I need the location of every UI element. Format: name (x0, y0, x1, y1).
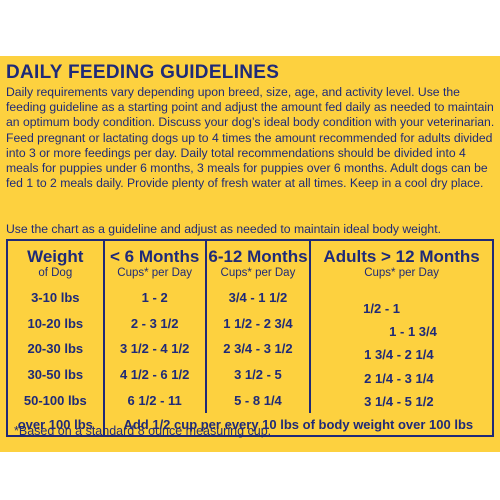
header-under-6-months: < 6 Months Cups* per Day (102, 240, 206, 285)
header-6-12-sub: Cups* per Day (220, 266, 296, 279)
weight-cell: 10-20 lbs (27, 315, 84, 331)
adult-cell: 1 3/4 - 2 1/4 (364, 347, 434, 363)
adult-cell: 1 - 1 3/4 (389, 324, 437, 340)
adult-cell: 1/2 - 1 (363, 301, 401, 316)
under6-cell: 1 - 2 (102, 285, 206, 311)
under6-cell: 2 - 3 1/2 (102, 310, 206, 337)
header-adults-label: Adults > 12 Months (323, 246, 480, 266)
header-adults-sub: Cups* per Day (364, 266, 439, 279)
weight-cell: over 100 lbs (17, 416, 93, 432)
m6to12-cell: 5 - 8 1/4 (204, 387, 311, 414)
feeding-table: Weight of Dog < 6 Months Cups* per Day 6… (6, 239, 494, 438)
adult-cell: 2 1/4 - 3 1/4 (364, 370, 434, 386)
under6-cell: 6 1/2 - 11 (102, 387, 206, 414)
under6-cell: 3 1/2 - 4 1/2 (102, 336, 206, 362)
guideline-note: Use the chart as a guideline and adjust … (6, 222, 441, 236)
weight-cell: 30-50 lbs (27, 367, 84, 383)
m6to12-cell: 1 1/2 - 2 3/4 (204, 310, 311, 337)
page-title: DAILY FEEDING GUIDELINES (6, 62, 280, 83)
weight-cell: 3-10 lbs (31, 290, 80, 306)
table-row: 10-20 lbs 2 - 3 1/2 1 1/2 - 2 3/4 (7, 310, 493, 337)
table-row: 50-100 lbs 6 1/2 - 11 5 - 8 1/4 (7, 387, 493, 414)
table-row: 3-10 lbs 1 - 2 3/4 - 1 1/2 1/2 - 1 1 - 1… (7, 285, 493, 414)
header-weight: Weight of Dog (7, 240, 104, 285)
header-6-12-label: 6-12 Months (208, 246, 308, 266)
intro-paragraph: Daily requirements vary depending upon b… (6, 85, 495, 191)
table-header-row: Weight of Dog < 6 Months Cups* per Day 6… (7, 240, 493, 285)
table-row: 30-50 lbs 4 1/2 - 6 1/2 3 1/2 - 5 (7, 361, 493, 388)
under6-cell: 4 1/2 - 6 1/2 (102, 361, 206, 388)
header-weight-sub: of Dog (38, 266, 73, 279)
adult-cell: 3 1/4 - 5 1/2 (364, 393, 434, 409)
m6to12-cell: 3/4 - 1 1/2 (204, 285, 311, 311)
over-100-note: Add 1/2 cup per every 10 lbs of body wei… (102, 413, 493, 437)
footnote: *Based on a standard 8 ounce measuring c… (14, 424, 272, 438)
header-adults: Adults > 12 Months Cups* per Day (309, 240, 493, 285)
m6to12-cell: 3 1/2 - 5 (204, 361, 311, 388)
header-6-12-months: 6-12 Months Cups* per Day (204, 240, 311, 285)
header-weight-label: Weight (27, 246, 84, 266)
table-row-over-100: over 100 lbs Add 1/2 cup per every 10 lb… (7, 413, 493, 437)
weight-cell: 50-100 lbs (23, 392, 87, 408)
adult-column-values: 1/2 - 1 1 - 1 3/4 1 3/4 - 2 1/4 2 1/4 - … (309, 285, 493, 414)
m6to12-cell: 2 3/4 - 3 1/2 (204, 336, 311, 362)
header-under-6-label: < 6 Months (110, 246, 200, 266)
weight-cell: 20-30 lbs (27, 341, 84, 357)
table-row: 20-30 lbs 3 1/2 - 4 1/2 2 3/4 - 3 1/2 (7, 336, 493, 362)
header-under-6-sub: Cups* per Day (117, 266, 193, 279)
